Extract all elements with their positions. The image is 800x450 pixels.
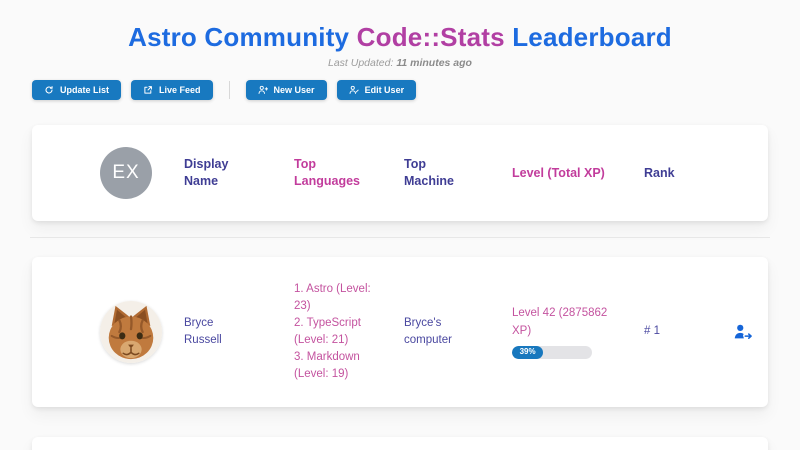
live-feed-button[interactable]: Live Feed (131, 80, 213, 100)
title-part-3: Leaderboard (512, 22, 672, 52)
cat-avatar (100, 301, 162, 363)
new-user-button[interactable]: New User (245, 80, 327, 100)
title-part-2: Code::Stats (356, 22, 505, 52)
toolbar: Update List Live Feed New User Edit User (32, 80, 768, 100)
language-item-1: 1. Astro (Level: 23) (294, 282, 371, 312)
column-header-rank: Rank (644, 165, 675, 180)
person-arrow-icon (732, 321, 754, 343)
header-row: EX Display Name Top Languages Top Machin… (32, 125, 768, 221)
last-updated-label: Last Updated: (328, 57, 394, 69)
external-link-icon (143, 85, 153, 95)
title-part-1: Astro Community (128, 22, 350, 52)
top-machine-cell: Bryce's computer (404, 316, 452, 346)
update-list-button[interactable]: Update List (32, 80, 122, 100)
xp-progress-label: 39% (519, 347, 536, 357)
column-header-top-machine: Top Machine (404, 157, 455, 188)
example-avatar-text: EX (112, 162, 140, 183)
view-user-button[interactable] (732, 321, 754, 343)
xp-progress-bar: 39% (512, 345, 592, 359)
column-header-display-name: Display Name (184, 157, 229, 188)
toolbar-divider (228, 81, 230, 99)
xp-progress-fill: 39% (512, 345, 544, 359)
last-updated-value: 11 minutes ago (396, 57, 472, 69)
rank-cell: # 1 (644, 325, 660, 338)
page-header: Astro Community Code::Stats Leaderboard … (0, 0, 800, 69)
example-avatar: EX (100, 147, 152, 199)
next-leaderboard-row-partial (32, 437, 768, 450)
person-edit-icon (349, 85, 359, 95)
column-header-top-languages: Top Languages (294, 157, 360, 188)
column-header-level: Level (Total XP) (512, 165, 605, 180)
person-plus-icon (258, 85, 268, 95)
leaderboard-header-card: EX Display Name Top Languages Top Machin… (32, 125, 768, 221)
live-feed-label: Live Feed (159, 85, 201, 95)
refresh-icon (44, 85, 54, 95)
language-item-2: 2. TypeScript (Level: 21) (294, 316, 361, 346)
last-updated: Last Updated: 11 minutes ago (0, 57, 800, 69)
new-user-label: New User (273, 85, 315, 95)
level-cell: Level 42 (2875862 XP) 39% (512, 305, 644, 359)
language-item-3: 3. Markdown (Level: 19) (294, 351, 360, 381)
section-divider (30, 237, 770, 238)
edit-user-label: Edit User (364, 85, 405, 95)
level-text: Level 42 (2875862 XP) (512, 307, 608, 337)
header-avatar-cell: EX (100, 147, 184, 199)
display-name-cell: Bryce Russell (184, 316, 222, 346)
edit-user-button[interactable]: Edit User (336, 80, 417, 100)
page-title: Astro Community Code::Stats Leaderboard (0, 22, 800, 53)
top-languages-cell: 1. Astro (Level: 23) 2. TypeScript (Leve… (294, 281, 404, 383)
user-avatar-cell (100, 301, 184, 363)
leaderboard-row: Bryce Russell 1. Astro (Level: 23) 2. Ty… (32, 257, 768, 407)
user-row: Bryce Russell 1. Astro (Level: 23) 2. Ty… (32, 257, 768, 407)
update-list-label: Update List (60, 85, 110, 95)
